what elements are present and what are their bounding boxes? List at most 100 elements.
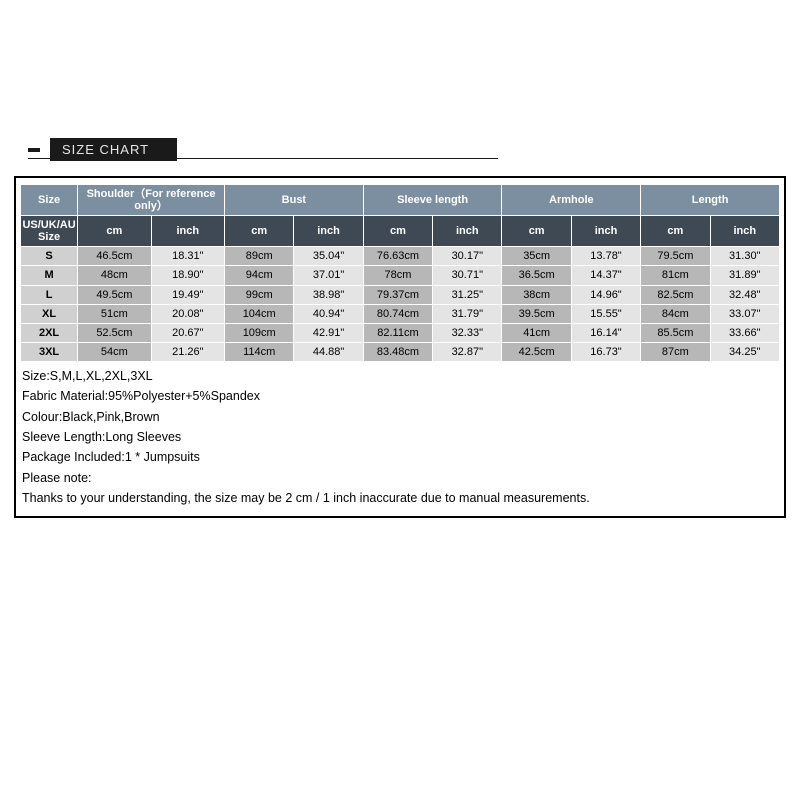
cm-cell: 48cm (78, 266, 151, 285)
th-inch: inch (710, 216, 779, 247)
th-cm: cm (225, 216, 294, 247)
size-cell: 2XL (21, 323, 78, 342)
inch-cell: 34.25" (710, 342, 779, 361)
size-cell: L (21, 285, 78, 304)
cm-cell: 51cm (78, 304, 151, 323)
note-line: Colour:Black,Pink,Brown (22, 408, 778, 427)
note-line: Package Included:1 * Jumpsuits (22, 448, 778, 467)
th-shoulder: Shoulder（For reference only） (78, 185, 225, 216)
table-body: S46.5cm18.31"89cm35.04"76.63cm30.17"35cm… (21, 247, 780, 362)
th-cm: cm (641, 216, 710, 247)
th-inch: inch (151, 216, 224, 247)
table-row: 3XL54cm21.26"114cm44.88"83.48cm32.87"42.… (21, 342, 780, 361)
cm-cell: 81cm (641, 266, 710, 285)
th-size: Size (21, 185, 78, 216)
size-cell: XL (21, 304, 78, 323)
cm-cell: 79.5cm (641, 247, 710, 266)
th-cm: cm (363, 216, 432, 247)
table-row: S46.5cm18.31"89cm35.04"76.63cm30.17"35cm… (21, 247, 780, 266)
th-armhole: Armhole (502, 185, 641, 216)
inch-cell: 31.79" (433, 304, 502, 323)
th-cm: cm (78, 216, 151, 247)
table-head: Size Shoulder（For reference only） Bust S… (21, 185, 780, 247)
inch-cell: 42.91" (294, 323, 363, 342)
inch-cell: 15.55" (571, 304, 640, 323)
inch-cell: 16.73" (571, 342, 640, 361)
inch-cell: 14.37" (571, 266, 640, 285)
cm-cell: 41cm (502, 323, 571, 342)
cm-cell: 99cm (225, 285, 294, 304)
cm-cell: 80.74cm (363, 304, 432, 323)
cm-cell: 85.5cm (641, 323, 710, 342)
cm-cell: 36.5cm (502, 266, 571, 285)
inch-cell: 32.87" (433, 342, 502, 361)
inch-cell: 31.30" (710, 247, 779, 266)
inch-cell: 18.31" (151, 247, 224, 266)
size-chart-box: Size Shoulder（For reference only） Bust S… (14, 176, 786, 518)
size-cell: S (21, 247, 78, 266)
header-row-1: Size Shoulder（For reference only） Bust S… (21, 185, 780, 216)
banner-rule (28, 158, 498, 159)
cm-cell: 87cm (641, 342, 710, 361)
size-cell: 3XL (21, 342, 78, 361)
size-cell: M (21, 266, 78, 285)
note-line: Please note: (22, 469, 778, 488)
inch-cell: 20.67" (151, 323, 224, 342)
table-row: M48cm18.90"94cm37.01"78cm30.71"36.5cm14.… (21, 266, 780, 285)
cm-cell: 84cm (641, 304, 710, 323)
note-line: Fabric Material:95%Polyester+5%Spandex (22, 387, 778, 406)
header-row-2: US/UK/AU Size cm inch cm inch cm inch cm… (21, 216, 780, 247)
th-inch: inch (433, 216, 502, 247)
inch-cell: 37.01" (294, 266, 363, 285)
cm-cell: 35cm (502, 247, 571, 266)
inch-cell: 33.66" (710, 323, 779, 342)
cm-cell: 82.5cm (641, 285, 710, 304)
table-row: 2XL52.5cm20.67"109cm42.91"82.11cm32.33"4… (21, 323, 780, 342)
cm-cell: 104cm (225, 304, 294, 323)
cm-cell: 39.5cm (502, 304, 571, 323)
inch-cell: 30.71" (433, 266, 502, 285)
inch-cell: 40.94" (294, 304, 363, 323)
th-inch: inch (294, 216, 363, 247)
size-table: Size Shoulder（For reference only） Bust S… (20, 184, 780, 362)
cm-cell: 114cm (225, 342, 294, 361)
inch-cell: 19.49" (151, 285, 224, 304)
th-bust: Bust (225, 185, 364, 216)
cm-cell: 94cm (225, 266, 294, 285)
inch-cell: 31.25" (433, 285, 502, 304)
note-line: Size:S,M,L,XL,2XL,3XL (22, 367, 778, 386)
inch-cell: 16.14" (571, 323, 640, 342)
cm-cell: 83.48cm (363, 342, 432, 361)
inch-cell: 32.33" (433, 323, 502, 342)
inch-cell: 31.89" (710, 266, 779, 285)
note-line: Sleeve Length:Long Sleeves (22, 428, 778, 447)
inch-cell: 14.96" (571, 285, 640, 304)
cm-cell: 38cm (502, 285, 571, 304)
cm-cell: 42.5cm (502, 342, 571, 361)
notes-block: Size:S,M,L,XL,2XL,3XLFabric Material:95%… (20, 362, 780, 512)
inch-cell: 30.17" (433, 247, 502, 266)
th-sleeve: Sleeve length (363, 185, 502, 216)
inch-cell: 44.88" (294, 342, 363, 361)
table-row: L49.5cm19.49"99cm38.98"79.37cm31.25"38cm… (21, 285, 780, 304)
table-row: XL51cm20.08"104cm40.94"80.74cm31.79"39.5… (21, 304, 780, 323)
inch-cell: 32.48" (710, 285, 779, 304)
inch-cell: 20.08" (151, 304, 224, 323)
cm-cell: 89cm (225, 247, 294, 266)
th-cm: cm (502, 216, 571, 247)
inch-cell: 18.90" (151, 266, 224, 285)
inch-cell: 13.78" (571, 247, 640, 266)
page: SIZE CHART Size Shoulder（For reference o… (0, 0, 800, 800)
cm-cell: 82.11cm (363, 323, 432, 342)
inch-cell: 33.07" (710, 304, 779, 323)
cm-cell: 78cm (363, 266, 432, 285)
cm-cell: 46.5cm (78, 247, 151, 266)
th-inch: inch (571, 216, 640, 247)
th-length: Length (641, 185, 780, 216)
inch-cell: 38.98" (294, 285, 363, 304)
th-sub-size: US/UK/AU Size (21, 216, 78, 247)
cm-cell: 109cm (225, 323, 294, 342)
cm-cell: 52.5cm (78, 323, 151, 342)
inch-cell: 21.26" (151, 342, 224, 361)
cm-cell: 49.5cm (78, 285, 151, 304)
